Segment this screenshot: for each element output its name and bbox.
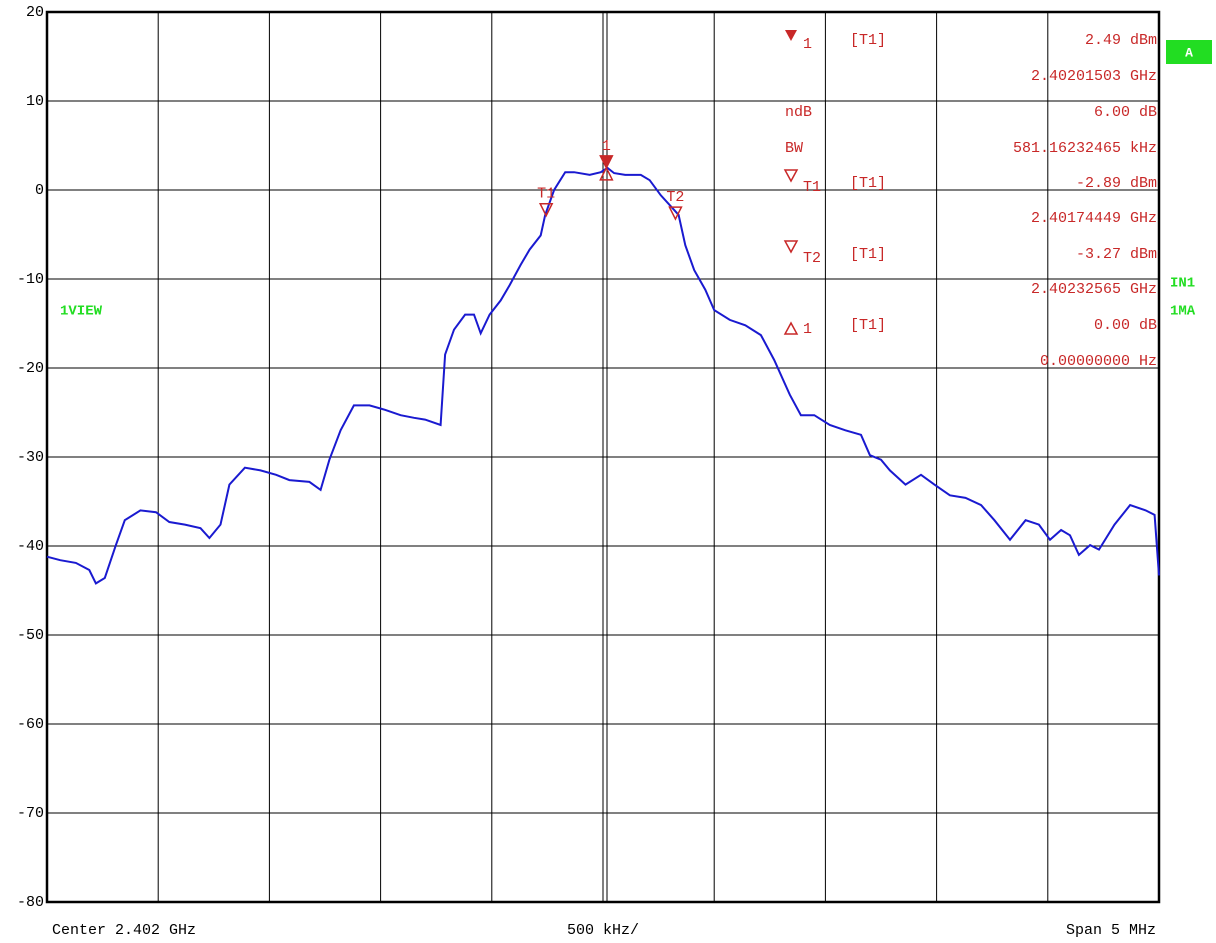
y-tick-label: 20	[26, 4, 44, 21]
marker-label: T2	[666, 189, 684, 206]
y-tick-label: -80	[17, 894, 44, 911]
table-name: 1	[803, 36, 812, 53]
table-detector: [T1]	[850, 32, 886, 49]
table-name: 1	[803, 321, 812, 338]
table-value: 0.00000000 Hz	[1040, 353, 1157, 370]
marker-symbol	[785, 30, 797, 41]
input-label: IN1	[1170, 276, 1195, 292]
marker-label: T1	[537, 186, 555, 203]
table-value: 2.40232565 GHz	[1031, 281, 1157, 298]
y-tick-label: -40	[17, 538, 44, 555]
marker	[599, 155, 614, 170]
plot-frame	[45, 10, 1161, 904]
table-value: 2.49 dBm	[1085, 32, 1157, 49]
marker-label: 1	[602, 138, 611, 155]
span-label: Span 5 MHz	[1066, 922, 1156, 939]
marker-symbol	[783, 240, 799, 254]
y-tick-label: -30	[17, 449, 44, 466]
table-value: 0.00 dB	[1094, 317, 1157, 334]
marker-symbol	[783, 169, 799, 183]
table-value: 2.40201503 GHz	[1031, 68, 1157, 85]
table-name: BW	[785, 140, 803, 157]
marker-symbol	[783, 321, 799, 335]
trace	[46, 166, 1160, 585]
delta-marker	[599, 166, 614, 181]
table-value: -2.89 dBm	[1076, 175, 1157, 192]
marker	[668, 206, 683, 221]
y-tick-label: 10	[26, 93, 44, 110]
table-detector: [T1]	[850, 246, 886, 263]
y-tick-label: -50	[17, 627, 44, 644]
table-detector: [T1]	[850, 317, 886, 334]
y-tick-label: -70	[17, 805, 44, 822]
y-tick-label: -20	[17, 360, 44, 377]
table-name: T2	[803, 250, 821, 267]
table-name: T1	[803, 179, 821, 196]
per-div-label: 500 kHz/	[567, 922, 639, 939]
y-tick-label: -10	[17, 271, 44, 288]
table-detector: [T1]	[850, 175, 886, 192]
trace-label: A	[1185, 45, 1193, 60]
y-tick-label: 0	[35, 182, 44, 199]
mode-label: 1MA	[1170, 304, 1196, 320]
table-value: 6.00 dB	[1094, 104, 1157, 121]
table-value: 581.16232465 kHz	[1013, 140, 1157, 157]
trace-badge	[1166, 40, 1212, 64]
table-value: 2.40174449 GHz	[1031, 210, 1157, 227]
table-value: -3.27 dBm	[1076, 246, 1157, 263]
marker	[538, 202, 554, 218]
view-label: 1VIEW	[60, 304, 103, 320]
center-label: Center 2.402 GHz	[52, 922, 196, 939]
table-name: ndB	[785, 104, 812, 121]
y-tick-label: -60	[17, 716, 44, 733]
